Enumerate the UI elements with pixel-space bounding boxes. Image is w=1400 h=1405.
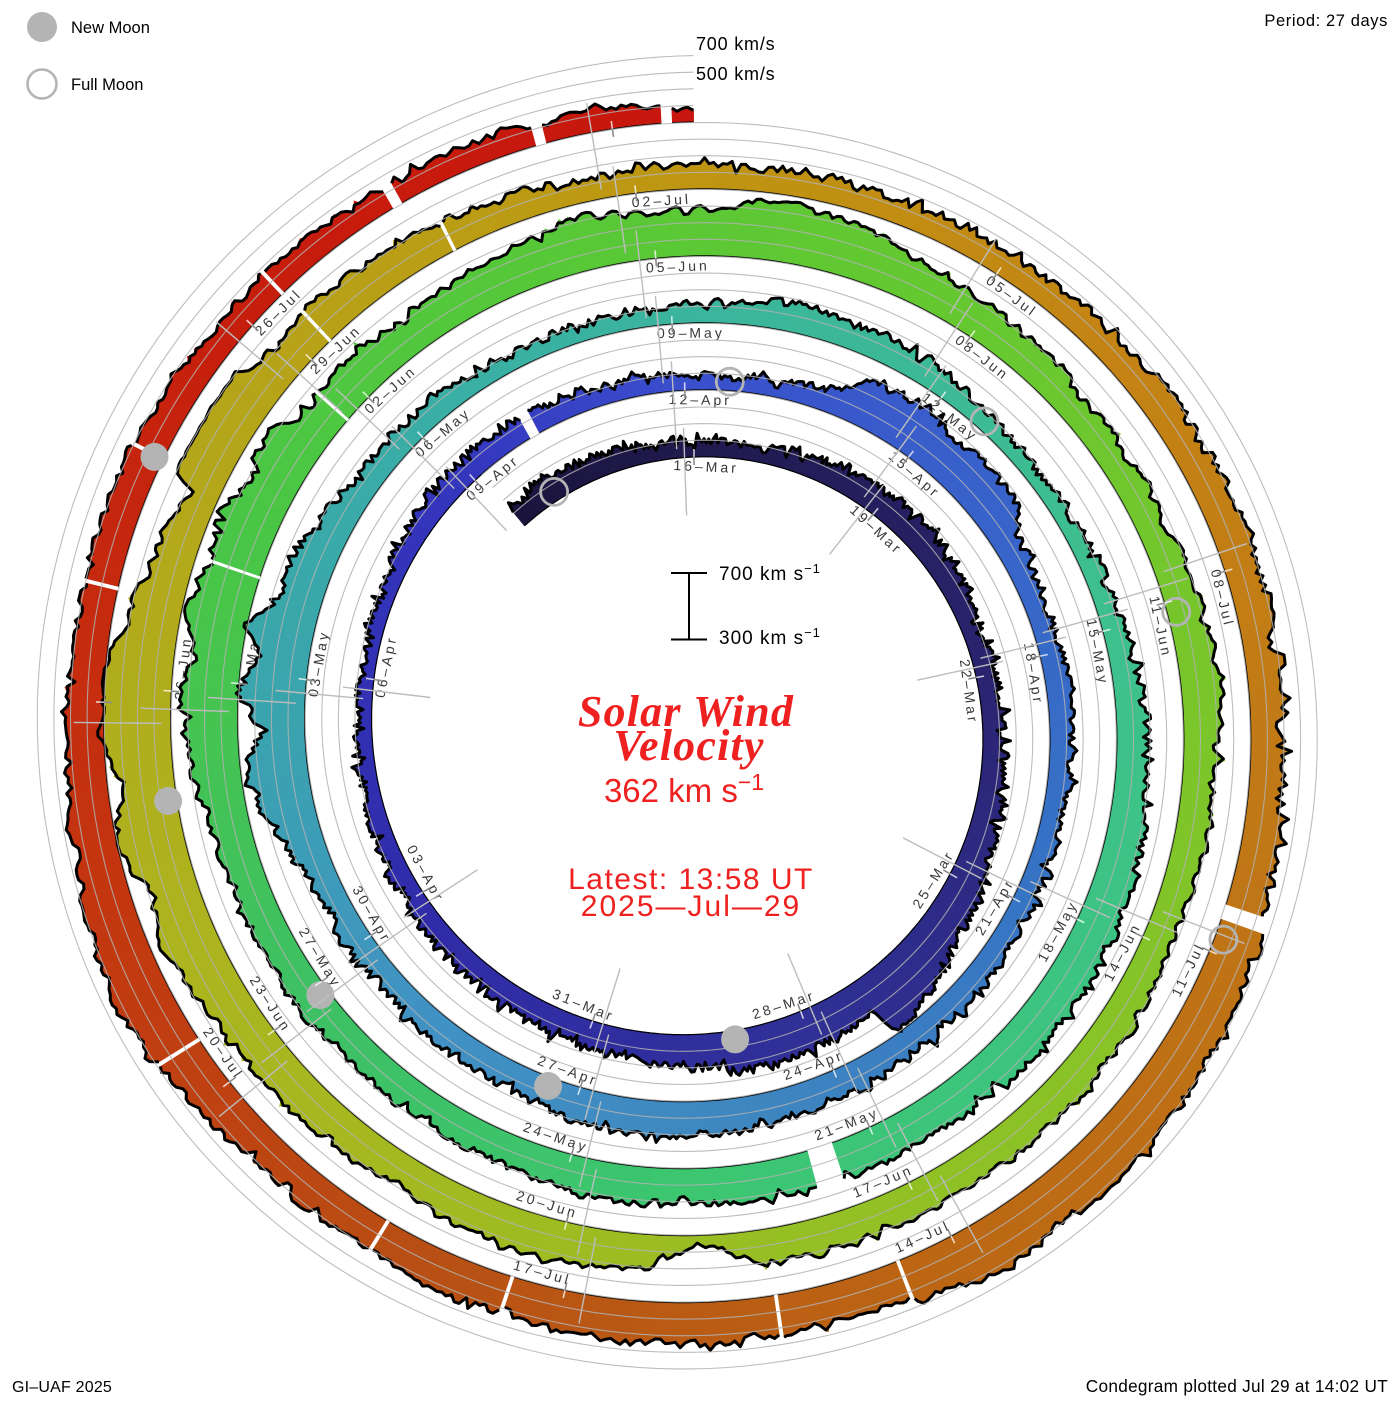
- svg-text:Period: 27 days: Period: 27 days: [1264, 12, 1388, 30]
- svg-text:Velocity: Velocity: [613, 721, 764, 770]
- svg-text:2025—Jul—29: 2025—Jul—29: [581, 890, 801, 923]
- svg-text:New Moon: New Moon: [71, 19, 150, 37]
- svg-text:700 km/s: 700 km/s: [696, 34, 775, 54]
- svg-text:Condegram plotted Jul 29 at 14: Condegram plotted Jul 29 at 14:02 UT: [1086, 1376, 1388, 1396]
- svg-text:09–May: 09–May: [657, 325, 725, 341]
- svg-text:Full Moon: Full Moon: [71, 76, 143, 94]
- svg-text:16–Mar: 16–Mar: [673, 457, 739, 476]
- svg-text:GI–UAF 2025: GI–UAF 2025: [12, 1379, 112, 1396]
- svg-text:500 km/s: 500 km/s: [696, 64, 775, 84]
